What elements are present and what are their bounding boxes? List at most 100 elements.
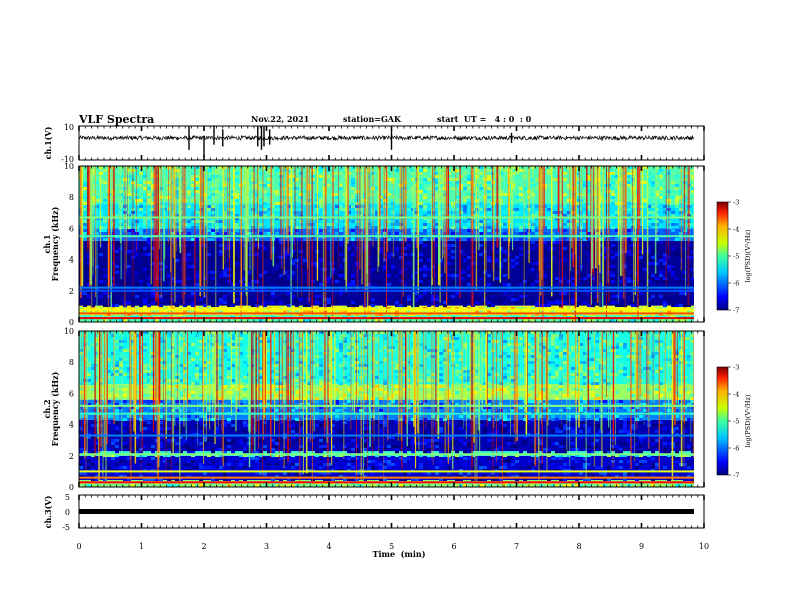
spectrogram-cell — [263, 205, 267, 208]
spectrogram-cell — [103, 238, 107, 241]
spectrogram-cell — [623, 217, 627, 220]
spectrogram-cell — [691, 169, 695, 172]
spectrogram-cell — [247, 313, 251, 316]
spectrogram-cell — [235, 175, 239, 178]
spectrogram-cell — [691, 247, 695, 250]
spectrogram-cell — [531, 295, 535, 298]
spectrogram-cell — [327, 229, 331, 232]
spectrogram-cell — [143, 211, 147, 214]
spectrogram-cell — [143, 259, 147, 262]
spectrogram-cell — [379, 295, 383, 298]
spectrogram-cell — [435, 187, 439, 190]
spectrogram-cell — [643, 259, 647, 262]
spectrogram-cell — [187, 475, 191, 478]
spectrogram-cell — [687, 256, 691, 259]
spectrogram-cell — [179, 331, 183, 334]
spectrogram-cell — [159, 436, 163, 439]
spectrogram-cell — [143, 217, 147, 220]
spectrogram-cell — [135, 310, 139, 313]
spectrogram-cell — [119, 361, 123, 364]
spectrogram-cell — [619, 280, 623, 283]
spectrogram-streak — [439, 166, 441, 303]
spectrogram-cell — [151, 268, 155, 271]
spectrogram-cell — [143, 199, 147, 202]
spectrogram-cell — [143, 175, 147, 178]
spectrogram-cell — [663, 271, 667, 274]
spectrogram-cell — [279, 274, 283, 277]
spectrogram-cell — [355, 220, 359, 223]
spectrogram-cell — [399, 244, 403, 247]
spectrogram-streak — [688, 166, 690, 243]
spectrogram-cell — [271, 274, 275, 277]
spectrogram-cell — [287, 313, 291, 316]
spectrogram-cell — [587, 313, 591, 316]
spectrogram-cell — [467, 202, 471, 205]
spectrogram-cell — [407, 172, 411, 175]
spectrogram-cell — [155, 310, 159, 313]
spectrogram-cell — [215, 175, 219, 178]
spectrogram-cell — [279, 280, 283, 283]
spectrogram-cell — [519, 295, 523, 298]
spectrogram-cell — [83, 247, 87, 250]
spectrogram-cell — [523, 265, 527, 268]
spectrogram-cell — [171, 193, 175, 196]
spectrogram-cell — [211, 271, 215, 274]
spectrogram-cell — [267, 181, 271, 184]
spectrogram-cell — [375, 214, 379, 217]
spectrogram-cell — [115, 433, 119, 436]
spectrogram-cell — [111, 367, 115, 370]
spectrogram-cell — [187, 376, 191, 379]
spectrogram-cell — [691, 172, 695, 175]
spectrogram-cell — [243, 226, 247, 229]
spectrogram-cell — [103, 319, 107, 322]
spectrogram-streak — [227, 166, 228, 252]
spectrogram-cell — [647, 310, 651, 313]
spectrogram-cell — [319, 304, 323, 307]
spectrogram-cell — [295, 253, 299, 256]
spectrogram-cell — [263, 283, 267, 286]
spectrogram-cell — [115, 397, 119, 400]
spectrogram-cell — [443, 304, 447, 307]
spectrogram-streak — [179, 166, 182, 253]
spectrogram-cell — [643, 205, 647, 208]
spectrogram-cell — [251, 196, 255, 199]
spectrogram-cell — [599, 199, 603, 202]
spectrogram-cell — [303, 319, 307, 322]
spectrogram-cell — [639, 283, 643, 286]
spectrogram-cell — [139, 274, 143, 277]
spectrogram-cell — [663, 262, 667, 265]
colorbar-gradient — [716, 201, 729, 311]
spectrogram-cell — [91, 445, 95, 448]
spectrogram-cell — [263, 238, 267, 241]
spectrogram-cell — [551, 178, 555, 181]
spectrogram-cell — [583, 277, 587, 280]
spectrogram-cell — [131, 298, 135, 301]
spectrogram-cell — [175, 310, 179, 313]
spectrogram-streak — [127, 166, 128, 251]
spectrogram-cell — [583, 184, 587, 187]
spectrogram-cell — [191, 172, 195, 175]
spectrogram-cell — [659, 241, 663, 244]
spectrogram-cell — [467, 217, 471, 220]
spectrogram-cell — [103, 280, 107, 283]
spectrogram-cell — [271, 268, 275, 271]
spectrogram-cell — [111, 355, 115, 358]
spectrogram-cell — [667, 319, 671, 322]
spectrogram-cell — [135, 193, 139, 196]
spectrogram-cell — [111, 436, 115, 439]
spectrogram-cell — [131, 346, 135, 349]
spectrogram-streak — [444, 166, 446, 274]
spectrogram-cell — [203, 364, 207, 367]
spectrogram-cell — [635, 304, 639, 307]
spectrogram-cell — [663, 229, 667, 232]
spectrogram-cell — [187, 259, 191, 262]
spectrogram-cell — [199, 382, 203, 385]
spectrogram-cell — [479, 244, 483, 247]
spectrogram-cell — [283, 274, 287, 277]
spectrogram-cell — [499, 283, 503, 286]
spectrogram-cell — [615, 295, 619, 298]
spectrogram-cell — [115, 472, 119, 475]
spectrogram-cell — [335, 193, 339, 196]
spectrogram-cell — [659, 190, 663, 193]
spectrogram-cell — [343, 283, 347, 286]
